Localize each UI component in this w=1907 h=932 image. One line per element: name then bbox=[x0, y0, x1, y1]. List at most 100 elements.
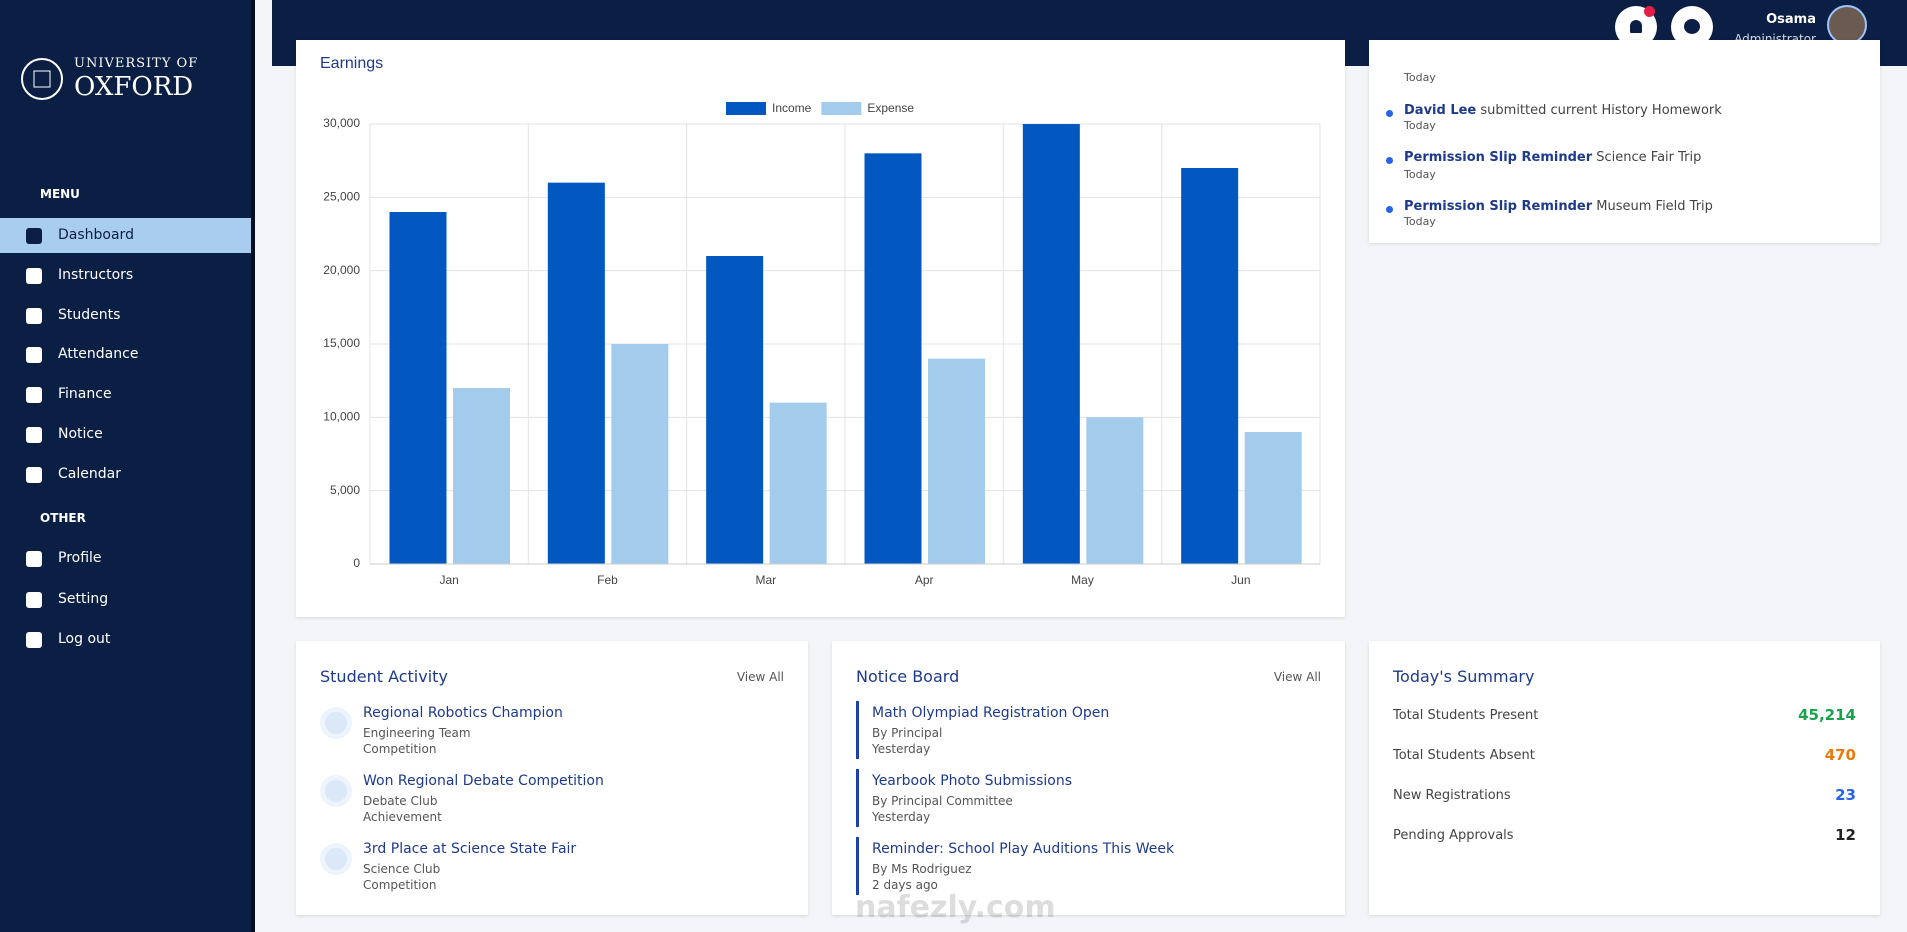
menu-icon bbox=[26, 592, 42, 608]
menu-icon bbox=[26, 632, 42, 648]
bullet bbox=[1386, 157, 1393, 164]
activity-icon bbox=[320, 707, 352, 739]
notice-title[interactable]: Math Olympiad Registration Open bbox=[872, 705, 1110, 721]
y-tick-label: 10,000 bbox=[323, 410, 360, 424]
x-tick-label: May bbox=[1071, 573, 1094, 587]
summary-label: Total Students Present bbox=[1393, 708, 1539, 723]
x-tick-label: Feb bbox=[597, 573, 618, 587]
activity-group: Engineering Team bbox=[363, 726, 471, 740]
feed-time: Today bbox=[1404, 215, 1436, 228]
menu-heading: MENU bbox=[40, 187, 80, 201]
activity-title[interactable]: Regional Robotics Champion bbox=[363, 705, 563, 721]
y-tick-label: 25,000 bbox=[323, 190, 360, 204]
legend-swatch bbox=[726, 102, 766, 115]
bullet bbox=[1386, 206, 1393, 213]
notice-title[interactable]: Reminder: School Play Auditions This Wee… bbox=[872, 841, 1175, 857]
notice-board-card: Notice Board View All Math Olympiad Regi… bbox=[832, 641, 1345, 915]
y-tick-label: 15,000 bbox=[323, 336, 360, 350]
activity-group: Science Club bbox=[363, 862, 441, 876]
activity-title[interactable]: 3rd Place at Science State Fair bbox=[363, 841, 577, 857]
menu-icon bbox=[26, 551, 42, 567]
student-activity-card: Student Activity View All Regional Robot… bbox=[296, 641, 808, 915]
summary-card: Today's Summary Total Students Present 45… bbox=[1369, 641, 1880, 915]
y-tick-label: 20,000 bbox=[323, 263, 360, 277]
avatar[interactable] bbox=[1827, 5, 1867, 45]
bar bbox=[1244, 432, 1302, 564]
feed-name: Permission Slip Reminder bbox=[1404, 150, 1593, 165]
summary-label: Pending Approvals bbox=[1393, 828, 1514, 843]
notice-title[interactable]: Yearbook Photo Submissions bbox=[872, 773, 1072, 789]
activity-kind: Competition bbox=[363, 878, 437, 892]
notice-by: By Ms Rodriguez bbox=[872, 862, 972, 876]
bar bbox=[611, 344, 669, 564]
bar bbox=[706, 256, 764, 564]
activity-icon bbox=[320, 775, 352, 807]
logo-crest bbox=[21, 58, 63, 100]
menu-icon bbox=[26, 467, 42, 483]
watermark: nafezly.com bbox=[855, 890, 1056, 925]
menu-item[interactable]: Students bbox=[58, 307, 121, 323]
x-tick-label: Jun bbox=[1231, 573, 1250, 587]
menu-icon bbox=[26, 268, 42, 284]
notice-when: Yesterday bbox=[872, 742, 931, 756]
notice-when: Yesterday bbox=[872, 810, 931, 824]
menu-icon bbox=[26, 228, 42, 244]
earnings-card: Earnings 0 5,000 10,000 15,000 20,000 25,000 3… bbox=[296, 40, 1345, 617]
summary-label: New Registrations bbox=[1393, 788, 1511, 803]
x-tick-label: Mar bbox=[755, 573, 776, 587]
bar bbox=[389, 212, 447, 564]
summary-label: Total Students Absent bbox=[1393, 748, 1535, 763]
x-tick-label: Apr bbox=[915, 573, 934, 587]
feed-line: Permission Slip Reminder Museum Field Tr… bbox=[1404, 199, 1713, 214]
logo-line1: UNIVERSITY OF bbox=[74, 56, 199, 71]
feed-name: David Lee bbox=[1404, 103, 1477, 118]
card-title: Notice Board bbox=[856, 667, 960, 686]
sidebar: UNIVERSITY OF OXFORD MENU OTHER Dashboar… bbox=[0, 0, 255, 932]
bullet bbox=[1386, 110, 1393, 117]
menu-item[interactable]: Finance bbox=[58, 386, 112, 402]
activity-feed-card: Today David Lee submitted current History… bbox=[1369, 40, 1880, 243]
summary-value: 470 bbox=[1824, 746, 1856, 764]
summary-value: 12 bbox=[1835, 826, 1856, 844]
chart-title: Earnings bbox=[320, 55, 383, 72]
feed-text: submitted current History Homework bbox=[1480, 103, 1722, 118]
x-tick-label: Jan bbox=[439, 573, 458, 587]
menu-item[interactable]: Setting bbox=[58, 591, 109, 607]
legend-label: Income bbox=[772, 101, 812, 115]
menu-item[interactable]: Calendar bbox=[58, 466, 121, 482]
menu-icon bbox=[26, 387, 42, 403]
y-tick-label: 30,000 bbox=[323, 116, 360, 130]
bar bbox=[928, 358, 985, 564]
bar bbox=[1086, 417, 1144, 564]
menu-item[interactable]: Profile bbox=[58, 550, 102, 566]
logo-line2: OXFORD bbox=[74, 72, 194, 102]
feed-time: Today bbox=[1404, 168, 1436, 181]
bar bbox=[547, 182, 605, 564]
summary-value: 45,214 bbox=[1798, 706, 1856, 724]
summary-value: 23 bbox=[1835, 786, 1856, 804]
menu-item[interactable]: Notice bbox=[58, 426, 103, 442]
activity-icon bbox=[320, 843, 352, 875]
card-title: Today's Summary bbox=[1393, 667, 1535, 686]
y-tick-label: 0 bbox=[353, 556, 360, 570]
bar bbox=[864, 153, 922, 564]
notice-by: By Principal bbox=[872, 726, 943, 740]
feed-time: Today bbox=[1404, 71, 1436, 84]
menu-item[interactable]: Dashboard bbox=[58, 227, 134, 243]
menu-item[interactable]: Instructors bbox=[58, 267, 134, 283]
feed-text: Science Fair Trip bbox=[1596, 150, 1702, 165]
activity-title[interactable]: Won Regional Debate Competition bbox=[363, 773, 604, 789]
view-all[interactable]: View All bbox=[736, 670, 784, 684]
menu-icon bbox=[26, 347, 42, 363]
view-all[interactable]: View All bbox=[1273, 670, 1321, 684]
legend-swatch bbox=[821, 102, 862, 115]
card-title: Student Activity bbox=[320, 667, 448, 686]
bar bbox=[1181, 168, 1239, 564]
notice-when: 2 days ago bbox=[872, 878, 938, 892]
menu-item[interactable]: Attendance bbox=[58, 346, 139, 362]
menu-item[interactable]: Log out bbox=[58, 631, 111, 647]
feed-text: Museum Field Trip bbox=[1596, 199, 1713, 214]
user-name: Osama bbox=[1766, 12, 1816, 27]
y-tick-label: 5,000 bbox=[330, 483, 360, 497]
